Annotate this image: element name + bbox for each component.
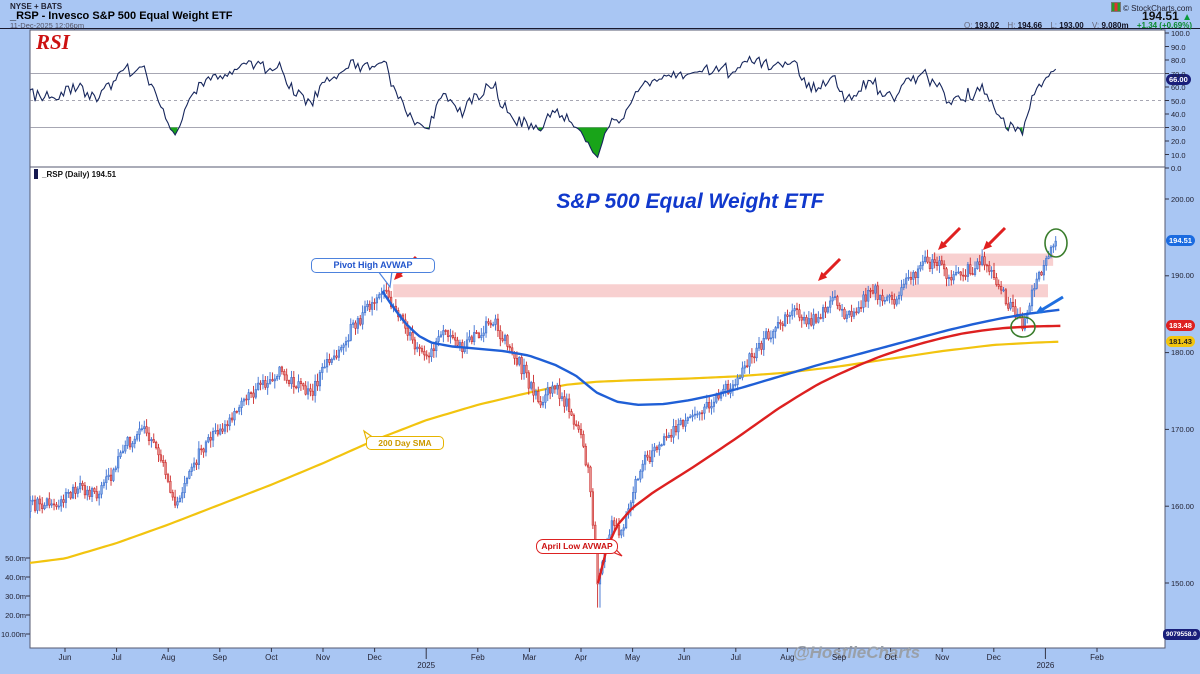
rsi-axis-label: 100.0	[1171, 29, 1190, 38]
price-axis-label: 160.00	[1171, 501, 1194, 511]
rsi-axis-label: 80.0	[1171, 56, 1186, 65]
april-low-avwap-line	[596, 324, 1061, 584]
high-value: 194.66	[1017, 21, 1043, 30]
symbol-title: _RSP - Invesco S&P 500 Equal Weight ETF	[10, 10, 233, 22]
sma-badge: 181.43	[1166, 336, 1195, 347]
candlestick-icon	[34, 169, 38, 179]
month-label: Oct	[884, 653, 897, 662]
price-axis-label: 190.00	[1171, 271, 1194, 281]
annotation-arrow	[1039, 295, 1064, 313]
up-arrow-icon: ▲	[1182, 12, 1192, 23]
month-label: Mar	[522, 653, 537, 662]
annotation-arrow	[986, 226, 1007, 247]
april-avwap-badge: 183.48	[1166, 320, 1195, 331]
timestamp: 11-Dec-2025 12:06pm	[10, 21, 85, 30]
price-axis-label: 200.00	[1171, 194, 1194, 204]
rsi-axis-label: 60.0	[1171, 83, 1186, 92]
low-value: 193.00	[1059, 21, 1084, 30]
volume-axis-label: 50.0m	[5, 554, 26, 563]
rsi-axis-label: 70.0	[1171, 69, 1186, 79]
month-label: Sep	[831, 653, 847, 662]
ohlc-row: O: 193.02 H: 194.66 L: 193.00 V: 9.080m …	[958, 21, 1192, 30]
annotation-arrowhead	[983, 240, 993, 250]
low-label: L:	[1050, 21, 1058, 30]
rsi-label: RSI	[36, 30, 70, 54]
high-label: H:	[1007, 21, 1016, 30]
month-label: Dec	[367, 653, 382, 662]
price-plot	[30, 236, 1061, 608]
month-label: Oct	[265, 653, 278, 662]
rsi-value-badge: 66.00	[1166, 74, 1191, 85]
volume-axis-label: 30.0m	[5, 592, 26, 601]
rsi-axis-label: 0.0	[1171, 164, 1182, 173]
resistance-band	[932, 253, 1054, 266]
highlight-circle	[1010, 316, 1036, 338]
annotation-arrowhead	[938, 240, 948, 250]
rsi-axis-label: 90.0	[1171, 42, 1186, 52]
volume-label: V:	[1091, 21, 1100, 30]
month-label: Feb	[470, 653, 485, 662]
chart-title: S&P 500 Equal Weight ETF	[556, 190, 824, 213]
price-candles	[30, 236, 1057, 608]
month-label: Feb	[1090, 653, 1104, 662]
month-label: Jul	[730, 653, 741, 662]
price-axis-label: 150.00	[1171, 578, 1194, 588]
year-label: 2026	[1036, 661, 1055, 670]
volume-axis-label: 40.0m	[5, 573, 26, 582]
watermark: @HostileCharts	[793, 643, 921, 662]
pivot-high-avwap-callout: Pivot High AVWAP	[311, 258, 435, 273]
copyright-text: © StockCharts.com	[1122, 4, 1192, 13]
month-label: Nov	[315, 653, 331, 662]
month-label: Dec	[986, 653, 1001, 662]
rsi-axis-label: 50.0	[1171, 96, 1186, 106]
sma-200-line	[30, 340, 1059, 564]
year-label: 2025	[417, 661, 436, 670]
resistance-band	[393, 284, 1048, 298]
series-label: _RSP (Daily) 194.51	[42, 170, 117, 179]
open-label: O:	[964, 21, 973, 30]
open-value: 193.02	[974, 21, 1000, 30]
pivot-high-avwap-line	[381, 290, 1060, 407]
volume-axis-label: 10.00m	[0, 630, 26, 639]
annotation-arrow	[821, 257, 842, 278]
volume-value: 9.080m	[1101, 21, 1129, 30]
month-label: Apr	[574, 653, 588, 662]
change-value: +1.34 (+0.69%)	[1136, 21, 1192, 30]
last-price-badge: 194.51	[1166, 235, 1195, 246]
rsi-axis-label: 20.0	[1171, 137, 1186, 146]
annotation-arrowhead	[1035, 305, 1045, 314]
price-axis-label: 180.00	[1171, 348, 1194, 358]
price-axis-label: 170.00	[1171, 424, 1194, 434]
annotation-arrow	[941, 226, 962, 247]
rsi-axis-label: 30.0	[1171, 123, 1186, 133]
month-label: Jun	[58, 653, 72, 662]
month-label: May	[625, 653, 641, 662]
volume-axis-label: 20.0m	[5, 611, 26, 620]
rsi-axis-label: 40.0	[1171, 110, 1186, 119]
annotation-arrowhead	[818, 271, 828, 281]
april-low-avwap-callout: April Low AVWAP	[536, 539, 618, 554]
highlight-circle	[1044, 228, 1068, 258]
copyright: © StockCharts.com	[1110, 2, 1192, 13]
month-label: Sep	[212, 653, 227, 662]
last-price: 194.51	[1142, 9, 1179, 23]
exchange-label: NYSE + BATS	[10, 2, 63, 11]
month-label: Aug	[780, 653, 795, 662]
last-price-row: 194.51 ▲	[1142, 9, 1192, 23]
sma-200-callout: 200 Day SMA	[366, 436, 444, 450]
month-label: Jul	[111, 653, 122, 662]
stockcharts-logo-icon	[1110, 2, 1121, 12]
month-label: Aug	[161, 653, 176, 662]
rsi-line	[30, 55, 1057, 159]
month-label: Jun	[677, 653, 691, 662]
rsi-axis-label: 10.0	[1171, 150, 1186, 160]
month-label: Nov	[935, 653, 950, 662]
annotation-arrowhead	[394, 270, 404, 280]
rsi-plot	[30, 55, 1057, 159]
volume-badge: 9079558.0	[1163, 629, 1200, 640]
